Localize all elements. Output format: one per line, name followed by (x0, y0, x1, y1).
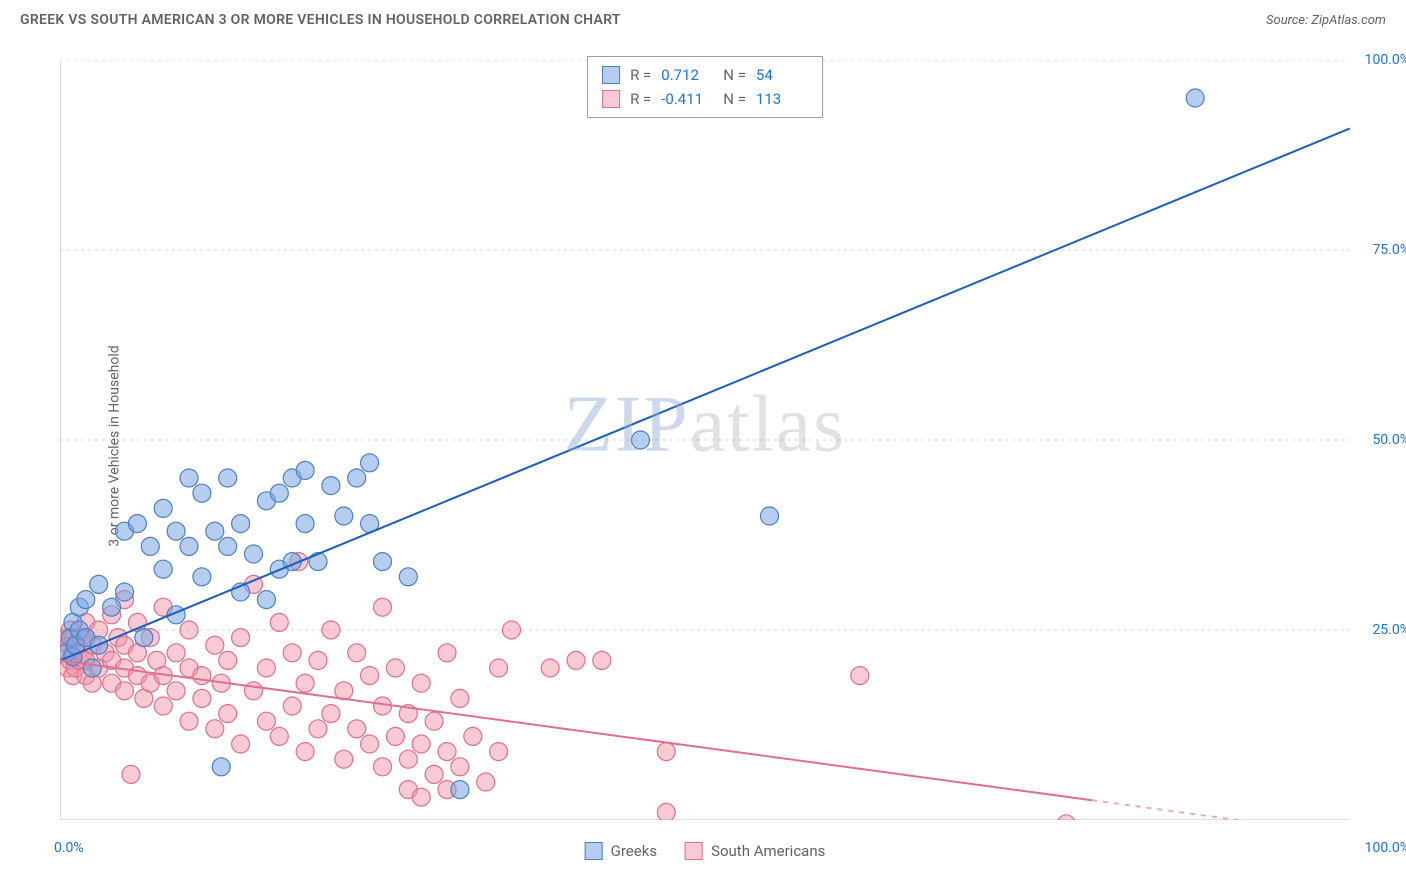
swatch-southamericans (602, 90, 620, 108)
y-tick-label: 75.0% (1372, 242, 1406, 258)
y-tick-label: 100.0% (1365, 52, 1406, 68)
swatch-greeks (602, 66, 620, 84)
legend-row-southamericans: R = -0.411 N = 113 (602, 87, 808, 111)
x-axis-max-label: 100.0% (1365, 840, 1406, 856)
chart-title: GREEK VS SOUTH AMERICAN 3 OR MORE VEHICL… (20, 12, 621, 28)
legend-item-greeks: Greeks (585, 842, 657, 860)
x-axis-min-label: 0.0% (54, 840, 84, 856)
chart-header: GREEK VS SOUTH AMERICAN 3 OR MORE VEHICL… (0, 0, 1406, 32)
series-legend: Greeks South Americans (585, 842, 826, 860)
swatch-greeks-bottom (585, 842, 603, 860)
y-tick-label: 50.0% (1372, 432, 1406, 448)
chart-source: Source: ZipAtlas.com (1266, 13, 1386, 28)
y-tick-label: 25.0% (1372, 622, 1406, 638)
legend-item-southamericans: South Americans (685, 842, 825, 860)
scatter-svg (60, 60, 1350, 820)
chart-plot-area: ZIPatlas R = 0.712 N = 54 R = -0.411 N =… (60, 60, 1350, 820)
correlation-legend: R = 0.712 N = 54 R = -0.411 N = 113 (587, 56, 823, 118)
swatch-southamericans-bottom (685, 842, 703, 860)
legend-row-greeks: R = 0.712 N = 54 (602, 63, 808, 87)
